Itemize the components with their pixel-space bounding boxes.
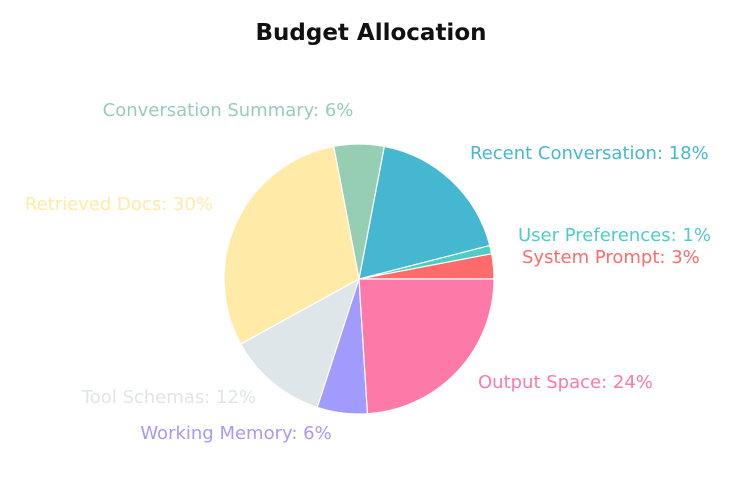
- slice-label-conversation-summary: Conversation Summary: 6%: [103, 100, 354, 121]
- pie-labels: System Prompt: 3%User Preferences: 1% Rec…: [25, 100, 711, 444]
- pie-slices: [223, 143, 495, 415]
- slice-label-output-space: Output Space: 24%: [478, 372, 653, 393]
- chart-title: Budget Allocation: [255, 20, 487, 46]
- pie-slice-recent-conversation: [358, 145, 491, 280]
- slice-label-recent-conversation: Recent Conversation: 18%: [470, 143, 709, 164]
- slice-label-retrieved-docs: Retrieved Docs: 30%: [25, 194, 213, 215]
- pie-slice-retrieved-docs: [223, 145, 360, 345]
- slice-label-system-prompt: System Prompt: 3%: [522, 247, 700, 268]
- slice-label-working-memory: Working Memory: 6%: [140, 423, 331, 444]
- pie-slice-tool-schemas: [239, 277, 361, 409]
- slice-label-tool-schemas: Tool Schemas: 12%: [81, 387, 256, 408]
- pie-slice-output-space: [358, 278, 495, 415]
- slice-label-user-preferences: User Preferences: 1%: [518, 225, 711, 246]
